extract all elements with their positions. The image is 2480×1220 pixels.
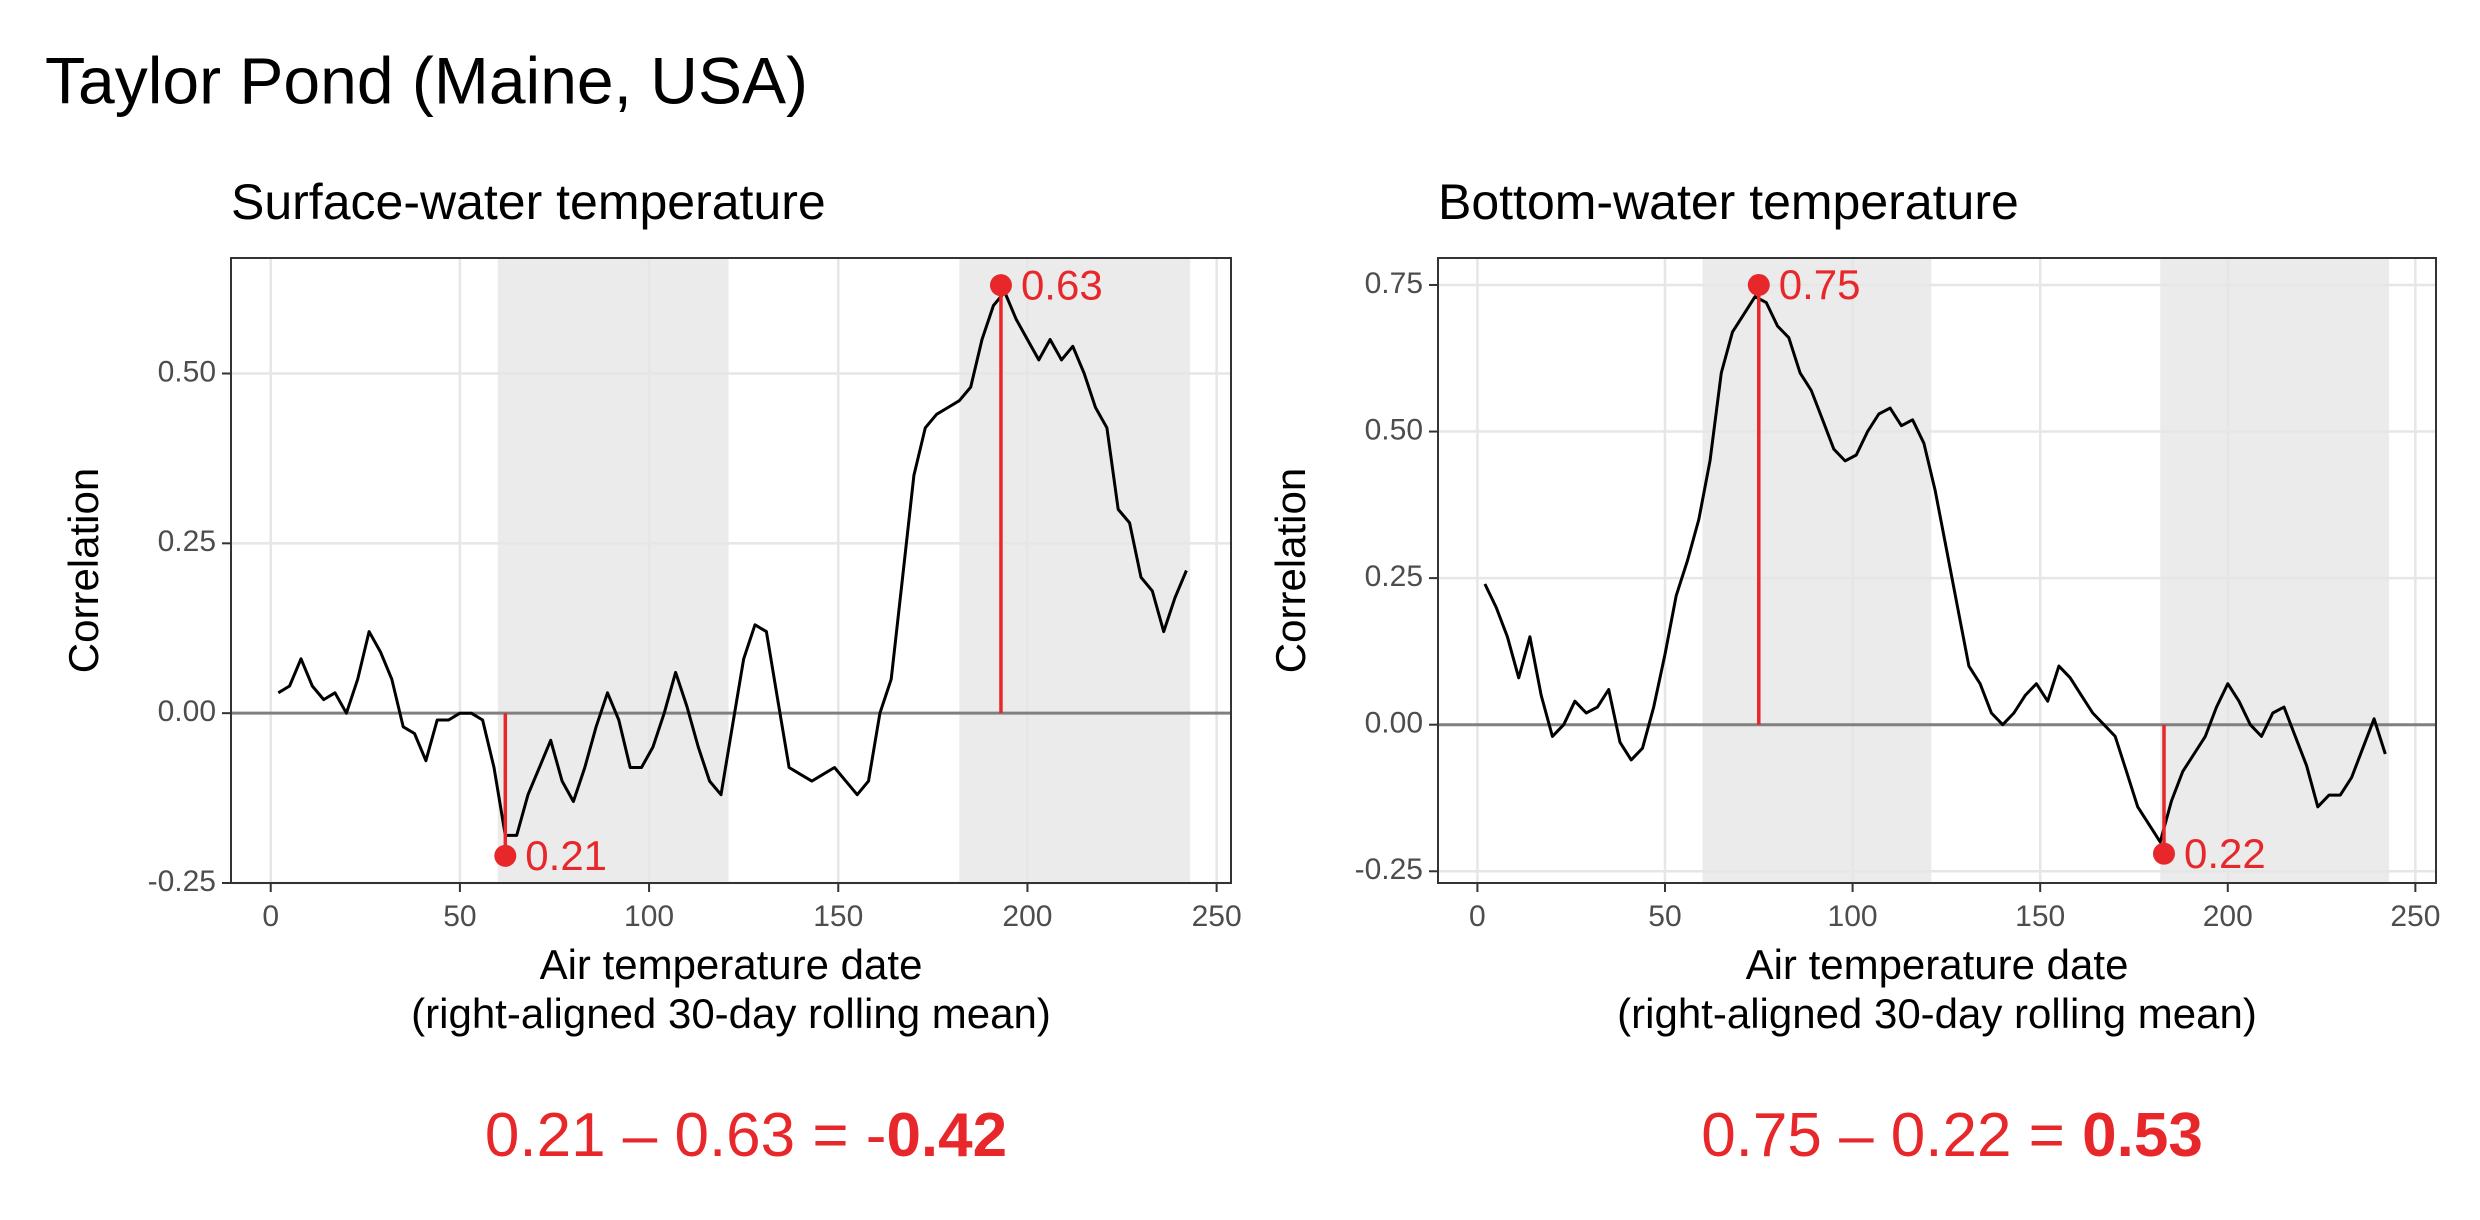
x-axis-title: (right-aligned 30-day rolling mean) [411,990,1051,1037]
highlight-point [494,844,517,867]
x-axis-title: Air temperature date [540,941,923,988]
y-axis-title: Correlation [1267,468,1314,673]
y-axis-title: Correlation [60,468,107,673]
x-tick-label: 250 [2390,900,2440,933]
x-tick-label: 200 [1002,900,1052,933]
highlight-point [2152,842,2175,865]
highlight-label: 0.22 [2184,830,2266,877]
y-tick-label: 0.75 [1365,267,1423,300]
shaded-region [497,258,729,883]
x-tick-label: 150 [813,900,863,933]
y-tick-label: 0.50 [1365,413,1423,446]
data-line [1483,295,2387,844]
x-tick-label: 200 [2203,900,2253,933]
y-tick-label: -0.25 [1355,853,1423,886]
highlight-point [989,274,1012,297]
x-tick-label: 0 [1469,900,1486,933]
equation-result: 0.42 [886,1101,1007,1170]
x-tick-label: 150 [2015,900,2065,933]
highlight-label: 0.75 [1779,261,1861,308]
equation-text: 0.21 – 0.63 = - [485,1101,887,1170]
x-axis-title: Air temperature date [1746,941,2129,988]
chart-title: Surface-water temperature [231,174,826,230]
x-tick-label: 100 [1828,900,1878,933]
y-tick-label: -0.25 [148,865,216,898]
shaded-region [959,258,1191,883]
highlight-label: 0.63 [1021,261,1103,308]
x-tick-label: 0 [262,900,279,933]
equation: 0.21 – 0.63 = -0.42 [485,1101,1007,1170]
x-tick-label: 250 [1192,900,1242,933]
y-tick-label: 0.25 [158,525,216,558]
x-axis-title: (right-aligned 30-day rolling mean) [1617,990,2257,1037]
equation-text: 0.75 – 0.22 = [1701,1101,2082,1170]
highlight-label: 0.21 [525,832,607,879]
equation-result: 0.53 [2082,1101,2203,1170]
x-tick-label: 50 [443,900,476,933]
panel-border [230,257,1232,884]
y-tick-label: 0.00 [158,695,216,728]
x-tick-label: 100 [624,900,674,933]
page-title: Taylor Pond (Maine, USA) [45,43,808,117]
panel-border [1437,257,2437,884]
highlight-point [1747,273,1770,296]
x-tick-label: 50 [1648,900,1681,933]
shaded-region [2160,258,2390,883]
y-tick-label: 0.25 [1365,560,1423,593]
chart-title: Bottom-water temperature [1438,174,2019,230]
y-tick-label: 0.00 [1365,707,1423,740]
y-tick-label: 0.50 [158,355,216,388]
equation: 0.75 – 0.22 = 0.53 [1701,1101,2203,1170]
data-line [277,290,1188,837]
shaded-region [1702,258,1932,883]
